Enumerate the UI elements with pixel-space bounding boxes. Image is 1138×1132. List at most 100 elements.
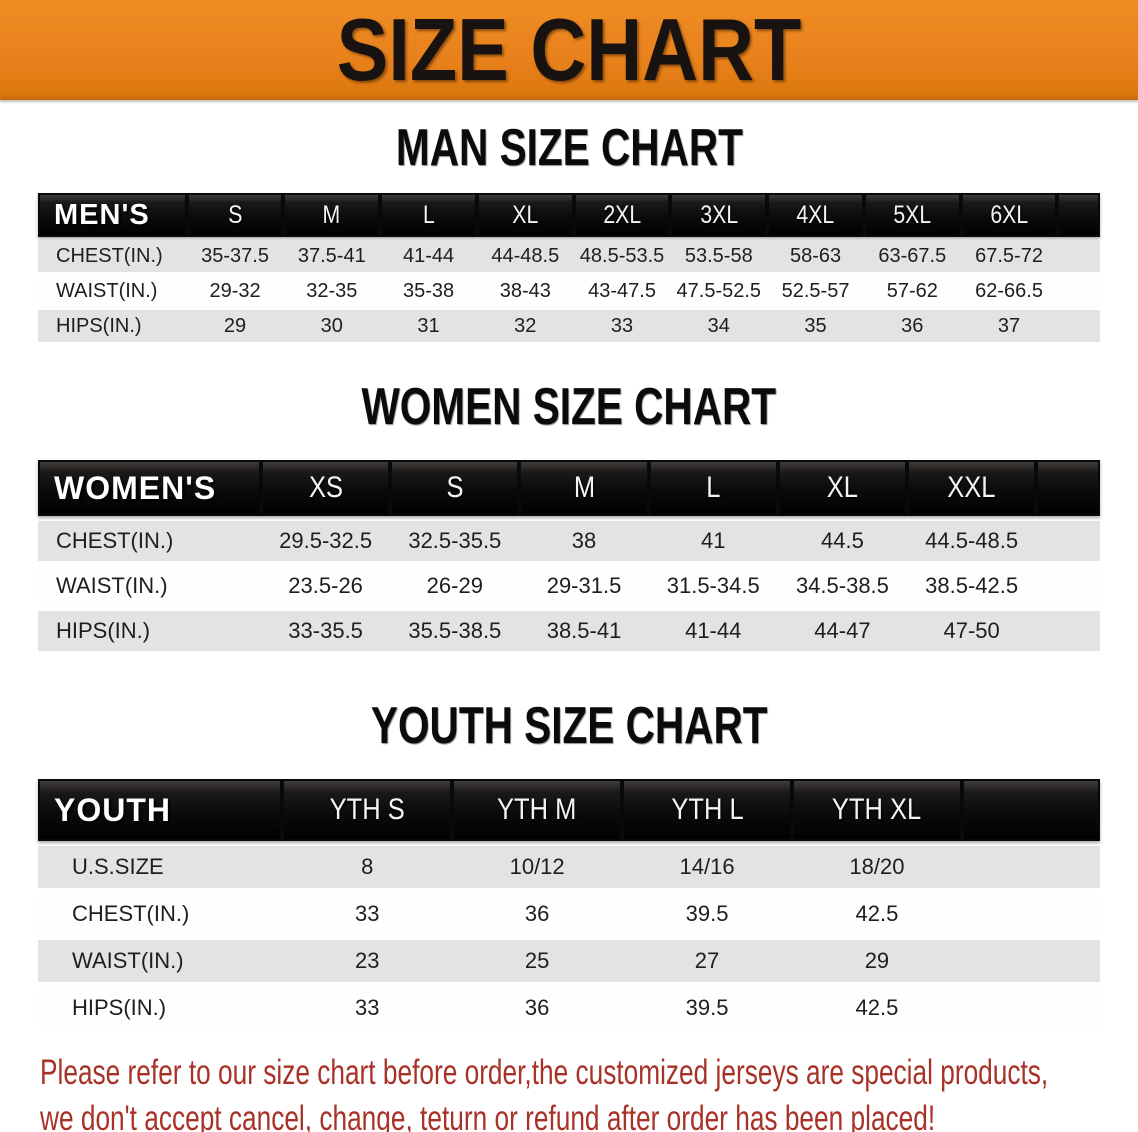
value-cell: 44.5-48.5	[907, 521, 1037, 561]
value-cell-text: 37.5-41	[297, 244, 366, 267]
value-cell-text: 37	[997, 314, 1021, 337]
women-heading-text: WOMEN SIZE CHART	[361, 378, 777, 436]
banner: SIZE CHART	[0, 0, 1138, 100]
size-column-header: M	[519, 460, 649, 516]
value-cell-text: 18/20	[849, 854, 905, 879]
value-cell: 33	[573, 310, 671, 342]
row-label-cell-text: CHEST(IN.)	[56, 244, 163, 267]
value-cell: 32	[476, 310, 574, 342]
value-cell-text: 44-48.5	[491, 244, 560, 267]
row-label-cell: CHEST(IN.)	[38, 240, 187, 272]
size-column-header-text: L	[706, 471, 721, 504]
value-cell: 63-67.5	[863, 240, 961, 272]
measurement-row: WAIST(IN.) 23.5-26 26-29 29-31.5 31.5-34.5 34…	[38, 566, 1100, 606]
men-size-table: MEN'S S M L XL 2XL 3XL 4XL 5XL 6XL CHEST(IN.) 35-37…	[38, 190, 1100, 345]
value-cell-text: 58-63	[789, 244, 842, 267]
value-cell-text: 36	[524, 995, 550, 1020]
value-cell-text: 32.5-35.5	[408, 528, 502, 553]
value-cell: 31	[380, 310, 477, 342]
size-column-header: XL	[476, 193, 574, 237]
value-cell: 41	[648, 521, 778, 561]
value-cell: 38.5-42.5	[907, 566, 1037, 606]
men-section-heading: MAN SIZE CHART	[0, 122, 1138, 174]
row-spacer-cell	[1036, 521, 1100, 561]
table-title-cell: MEN'S	[38, 193, 187, 237]
value-cell: 33-35.5	[261, 611, 391, 651]
size-column-header-text: L	[422, 200, 435, 229]
value-cell-text: 41-44	[685, 618, 742, 643]
value-cell: 27	[622, 940, 792, 982]
value-cell: 33	[282, 893, 453, 935]
value-cell-text: 32	[514, 314, 537, 337]
row-label-cell-text: U.S.SIZE	[72, 854, 164, 879]
value-cell-text: 29-32	[209, 279, 261, 302]
header-spacer-cell	[961, 779, 1100, 841]
value-cell-text: 62-66.5	[975, 279, 1043, 302]
row-label-cell: WAIST(IN.)	[38, 566, 262, 606]
size-column-header-text: XXL	[947, 471, 996, 504]
value-cell: 44.5	[777, 521, 908, 561]
size-column-header-text: 2XL	[603, 200, 641, 229]
row-label-cell: WAIST(IN.)	[38, 275, 187, 307]
size-column-header: L	[380, 193, 477, 237]
value-cell-text: 38-43	[499, 279, 551, 302]
row-spacer-cell	[1057, 310, 1100, 342]
value-cell: 25	[452, 940, 623, 982]
value-cell: 38	[519, 521, 649, 561]
value-cell: 44-48.5	[476, 240, 574, 272]
size-column-header: XS	[261, 460, 391, 516]
value-cell: 29-31.5	[519, 566, 649, 606]
value-cell: 62-66.5	[960, 275, 1058, 307]
size-column-header-text: XS	[308, 471, 343, 504]
value-cell-text: 38	[571, 528, 597, 553]
women-size-table: WOMEN'S XS S M L XL XXL CHEST(IN.) 29.5-32.5 32.5…	[38, 455, 1100, 656]
value-cell: 53.5-58	[670, 240, 768, 272]
value-cell: 10/12	[452, 846, 623, 888]
value-cell: 42.5	[791, 893, 962, 935]
size-column-header: YTH XL	[791, 779, 962, 841]
row-label-cell: HIPS(IN.)	[38, 987, 283, 1029]
value-cell: 32-35	[283, 275, 381, 307]
measurement-row: HIPS(IN.) 33 36 39.5 42.5	[38, 987, 1100, 1029]
row-label-cell: U.S.SIZE	[38, 846, 283, 888]
value-cell-text: 39.5	[685, 995, 729, 1020]
value-cell: 47-50	[907, 611, 1037, 651]
value-cell-text: 31.5-34.5	[666, 573, 760, 598]
size-column-header: 6XL	[960, 193, 1058, 237]
size-column-header-text: XL	[826, 471, 859, 504]
header-spacer-cell	[1057, 193, 1100, 237]
value-cell-text: 36	[901, 314, 924, 337]
value-cell: 34.5-38.5	[777, 566, 908, 606]
row-label-cell-text: CHEST(IN.)	[72, 901, 190, 926]
size-column-header-text: YTH XL	[832, 793, 922, 826]
row-spacer-cell	[1057, 240, 1100, 272]
value-cell-text: 42.5	[855, 995, 899, 1020]
measurement-row: CHEST(IN.) 35-37.5 37.5-41 41-44 44-48.5 48.5…	[38, 240, 1100, 272]
value-cell-text: 35	[804, 314, 827, 337]
value-cell: 38-43	[476, 275, 574, 307]
value-cell: 47.5-52.5	[670, 275, 768, 307]
value-cell: 37	[960, 310, 1058, 342]
value-cell-text: 35.5-38.5	[408, 618, 502, 643]
value-cell: 39.5	[622, 987, 792, 1029]
size-column-header: M	[283, 193, 381, 237]
disclaimer: Please refer to our size chart before or…	[40, 1050, 1138, 1132]
disclaimer-line-2: we don't accept cancel, change, teturn o…	[40, 1099, 936, 1132]
value-cell-text: 47.5-52.5	[676, 279, 762, 302]
value-cell-text: 38.5-41	[546, 618, 622, 643]
value-cell-text: 31	[417, 314, 440, 337]
measurement-row: HIPS(IN.) 29 30 31 32 33 34 35 36 37	[38, 310, 1100, 342]
value-cell-text: 39.5	[685, 901, 729, 926]
row-label-cell-text: WAIST(IN.)	[56, 573, 168, 598]
value-cell: 36	[452, 987, 623, 1029]
row-spacer-cell	[961, 940, 1100, 982]
row-label-cell-text: HIPS(IN.)	[56, 618, 151, 643]
value-cell: 26-29	[390, 566, 520, 606]
row-label-cell-text: WAIST(IN.)	[72, 948, 184, 973]
value-cell-text: 35-38	[402, 279, 455, 302]
value-cell: 35-38	[380, 275, 477, 307]
value-cell: 29	[186, 310, 284, 342]
value-cell-text: 25	[524, 948, 550, 973]
size-column-header: YTH M	[452, 779, 623, 841]
value-cell-text: 41	[700, 528, 726, 553]
